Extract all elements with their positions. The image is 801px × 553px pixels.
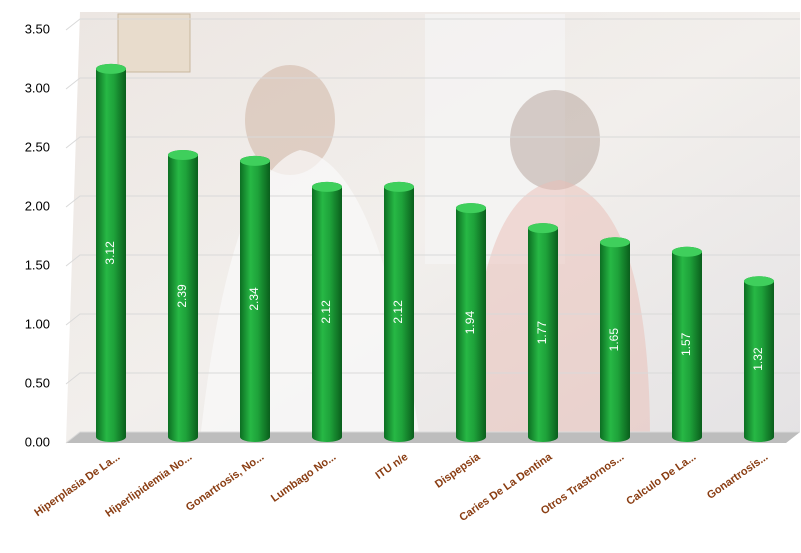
chart: 0.000.501.001.502.002.503.003.50Hiperpla…	[0, 0, 801, 553]
bar-top	[384, 182, 414, 192]
x-tick-label: Gonartrosis...	[705, 451, 770, 502]
x-tick-label: Dispepsia	[433, 451, 483, 491]
bar-top	[600, 237, 630, 247]
x-tick-label: ITU n/e	[373, 451, 410, 482]
y-tick-label: 3.00	[25, 80, 50, 95]
x-tick-label: Lumbago No...	[269, 451, 338, 505]
y-tick-label: 1.00	[25, 316, 50, 331]
y-tick-label: 3.50	[25, 21, 50, 36]
y-tick-label: 2.00	[25, 198, 50, 213]
bar-top	[672, 247, 702, 257]
bar-top	[240, 156, 270, 166]
bar-top	[528, 223, 558, 233]
y-tick-label: 2.50	[25, 139, 50, 154]
value-label: 1.77	[535, 321, 549, 345]
bar-top	[744, 276, 774, 286]
bar-top	[96, 64, 126, 74]
value-label: 3.12	[103, 241, 117, 265]
value-label: 2.12	[391, 300, 405, 324]
y-tick-label: 0.50	[25, 375, 50, 390]
bar-top	[456, 203, 486, 213]
value-label: 1.32	[751, 347, 765, 371]
x-tick-label: Calculo De La...	[624, 451, 698, 508]
value-label: 1.57	[679, 332, 693, 356]
bar-top	[168, 150, 198, 160]
value-label: 1.65	[607, 328, 621, 352]
y-tick-label: 0.00	[25, 434, 50, 449]
value-label: 2.39	[175, 284, 189, 308]
value-label: 1.94	[463, 311, 477, 335]
x-tick-label: Gonartrosis, No...	[184, 451, 266, 514]
bar-top	[312, 182, 342, 192]
y-tick-label: 1.50	[25, 257, 50, 272]
value-label: 2.34	[247, 287, 261, 311]
value-label: 2.12	[319, 300, 333, 324]
